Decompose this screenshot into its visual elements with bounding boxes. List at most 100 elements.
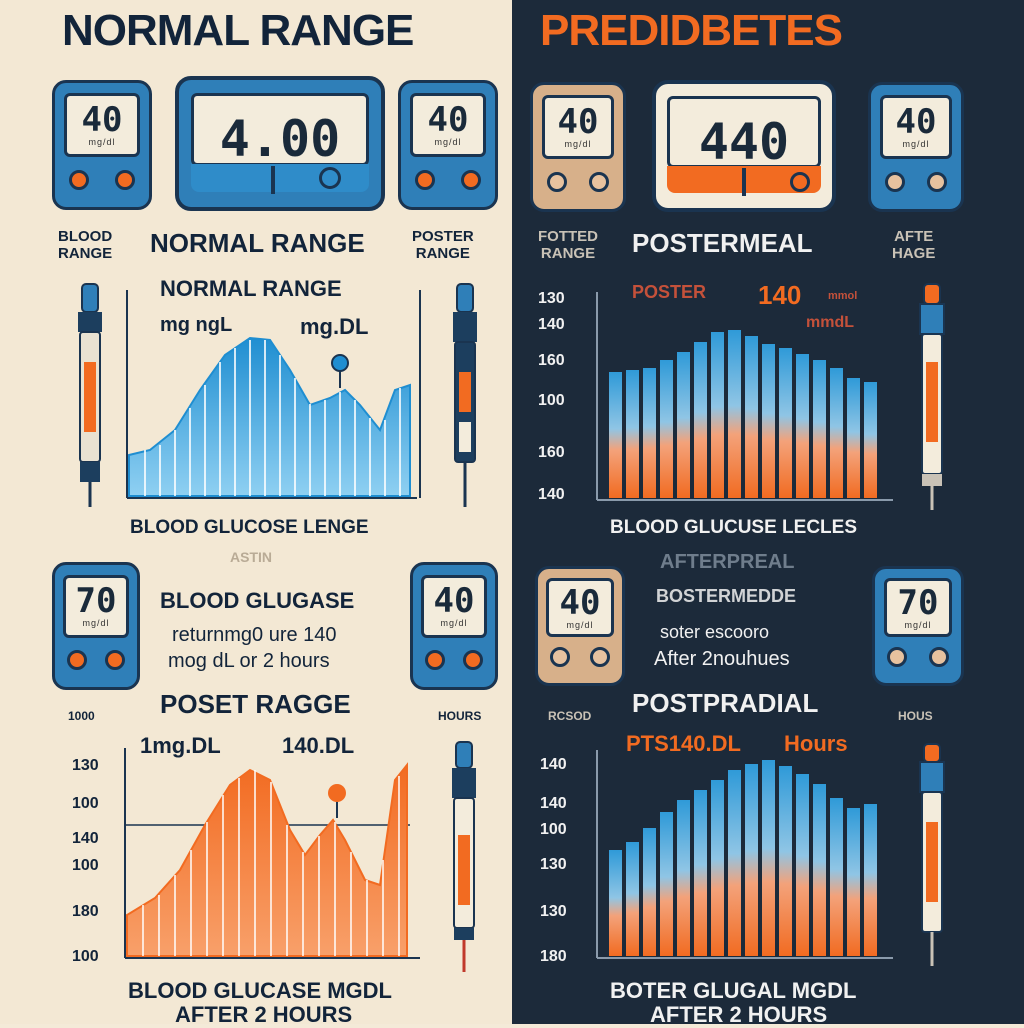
meter-button [105, 649, 125, 670]
meter-reading: 40 [81, 100, 123, 141]
bar [796, 354, 809, 498]
bar [660, 360, 673, 498]
side-label-right: HOUS [898, 709, 933, 723]
meter-button [550, 647, 570, 668]
meter-button [463, 649, 483, 670]
meter-button [415, 169, 435, 190]
meter-reading: 4.00 [219, 109, 341, 168]
chart1-overlay-value: 140 [758, 280, 802, 310]
bar [745, 336, 758, 498]
chart1-unit-right: mg.DL [300, 314, 369, 339]
chart2-caption-2: AFTER 2 HOURS [175, 1002, 353, 1027]
bar [677, 800, 690, 956]
y-tick: 140 [540, 756, 567, 773]
meter-reading: 70 [897, 582, 939, 623]
bar [864, 382, 877, 498]
bar [847, 378, 860, 498]
info-line-3: After 2nouhues [654, 648, 790, 670]
meter-button [425, 649, 445, 670]
label-poster-range: POSTER RANGE [412, 228, 474, 262]
y-tick: 130 [72, 757, 99, 774]
bar [643, 828, 656, 956]
peak-marker [328, 784, 346, 802]
meter-button [547, 171, 567, 192]
y-tick: 180 [72, 903, 99, 920]
meter-reading: 40 [557, 102, 599, 143]
meter-bottom-right: 40 mg/dl [410, 562, 498, 690]
bar [779, 766, 792, 956]
y-tick: 140 [538, 486, 565, 503]
bar [796, 774, 809, 956]
bar [813, 784, 826, 956]
chart2-unit-left: 1mg.DL [140, 733, 221, 758]
y-tick: 130 [540, 903, 567, 920]
y-tick: 140 [72, 830, 99, 847]
info-line-1: BLOOD GLUGASE [160, 588, 355, 613]
y-tick: 100 [538, 392, 565, 409]
peak-marker [331, 354, 349, 372]
meter-top-center: 440 [652, 80, 836, 212]
y-tick: 140 [538, 316, 565, 333]
y-tick: 100 [72, 948, 99, 965]
info-line-1: BOSTERMEDDE [656, 586, 797, 606]
y-tick: 100 [540, 821, 567, 838]
meter-button [887, 647, 907, 668]
bar [660, 812, 673, 956]
side-label-left: 1000 [68, 709, 95, 723]
meter-display-bar [191, 163, 369, 192]
area-curve [126, 762, 408, 957]
meter-top-right: 40 mg/dl [868, 82, 964, 212]
poset-range-label: POSET RAGGE [160, 689, 351, 719]
y-tick: 160 [538, 444, 565, 461]
meter-button [115, 169, 135, 190]
meter-top-center: 4.00 [175, 76, 385, 211]
meter-bottom-left: 40 mg/dl [535, 566, 625, 686]
insulin-pen-icon [919, 743, 945, 966]
chart1-overlay-unit2: mmdL [806, 314, 854, 331]
bar [694, 790, 707, 956]
info-line-2: returnmg0 ure 140 [172, 624, 337, 646]
chart-postmeal-left [124, 748, 420, 959]
side-label-right: HOURS [438, 709, 482, 723]
info-line-3: mog dL or 2 hours [168, 650, 330, 672]
meter-reading: 40 [559, 582, 601, 623]
y-tick: 140 [540, 795, 567, 812]
aftermeal-label: AFTERPREAL [660, 551, 795, 573]
y-tick: 130 [538, 290, 565, 307]
bar [711, 780, 724, 956]
bar [745, 764, 758, 956]
bar [609, 850, 622, 956]
meter-reading: 70 [75, 581, 117, 622]
meter-top-right: 40 mg/dl [398, 80, 498, 210]
meter-button [929, 647, 949, 668]
meter-reading: 40 [433, 581, 475, 622]
label-postermeal: POSTERMEAL [632, 228, 813, 258]
label-blood-range: BLOOD RANGE [58, 228, 113, 262]
meter-button [927, 171, 947, 192]
bar [847, 808, 860, 956]
meter-reading: 40 [427, 100, 469, 141]
bar [643, 368, 656, 498]
meter-button [69, 169, 89, 190]
bar [626, 842, 639, 956]
chart1-caption: BLOOD GLUCOSE LENGE [130, 517, 369, 538]
meter-reading: 40 [895, 102, 937, 143]
bar [728, 330, 741, 498]
bar [864, 804, 877, 956]
meter-button [67, 649, 87, 670]
meter-bottom-right: 70 mg/dl [872, 566, 964, 686]
insulin-pen-icon [453, 283, 477, 507]
y-tick: 180 [540, 948, 567, 965]
bar [626, 370, 639, 498]
bar [779, 348, 792, 498]
chart2-subtitle-right: Hours [784, 731, 848, 756]
chart1-overlay-unit: mmol [828, 290, 858, 302]
chart2-caption-1: BOTER GLUGAL MGDL [610, 978, 857, 1003]
chart1-caption: BLOOD GLUCUSE LECLES [610, 517, 858, 538]
bar [762, 344, 775, 498]
postprandial-label: POSTPRADIAL [632, 688, 819, 718]
bar [728, 770, 741, 956]
chart2-caption-1: BLOOD GLUCASE MGDL [128, 978, 392, 1003]
label-afte-hage: AFTE HAGE [892, 228, 936, 262]
meter-top-left: 40 mg/dl [530, 82, 626, 212]
